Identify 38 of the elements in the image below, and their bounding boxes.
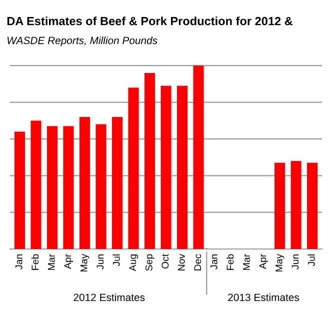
x-tick-label: Jan	[210, 254, 218, 270]
bar	[290, 160, 302, 249]
chart-title: DA Estimates of Beef & Pork Production for 2012 &	[7, 16, 293, 26]
x-tick-label: Jun	[292, 254, 299, 270]
bar	[63, 126, 74, 249]
x-tick-label: Aug	[129, 254, 138, 272]
text: 2013 Estimates	[228, 293, 300, 302]
bar	[160, 86, 172, 249]
x-tick-label: Jan	[16, 254, 22, 270]
x-tick-label: Feb	[226, 254, 234, 270]
x-tick-label: Jun	[96, 254, 104, 270]
chart-subtitle: WASDE Reports, Million Pounds	[8, 36, 158, 46]
bar	[274, 162, 286, 249]
bar	[112, 116, 123, 249]
x-tick-label: Mar	[48, 254, 55, 270]
text: 2012 Estimates	[74, 293, 145, 302]
x-tick-label: Jul	[112, 254, 120, 266]
bar	[307, 162, 318, 249]
x-tick-label: Feb	[31, 254, 39, 270]
x-tick-label: May	[80, 254, 90, 272]
bar	[79, 116, 90, 249]
bar	[46, 126, 58, 249]
x-tick-label: Apr	[64, 254, 74, 269]
x-tick-label: Apr	[259, 254, 268, 269]
x-tick-label: Jul	[308, 254, 315, 266]
bar	[193, 66, 204, 249]
bar	[96, 124, 106, 249]
bar	[144, 72, 156, 249]
x-tick-label: May	[276, 254, 284, 272]
x-tick-label: Nov	[178, 254, 185, 270]
x-tick-label: Oct	[162, 254, 169, 269]
bar	[14, 132, 25, 249]
bar	[176, 86, 188, 249]
bar	[128, 88, 139, 249]
x-tick-label: Sep	[145, 254, 154, 271]
x-tick-label: Mar	[243, 254, 250, 270]
x-tick-label: Dec	[194, 254, 202, 270]
bar	[30, 120, 42, 249]
